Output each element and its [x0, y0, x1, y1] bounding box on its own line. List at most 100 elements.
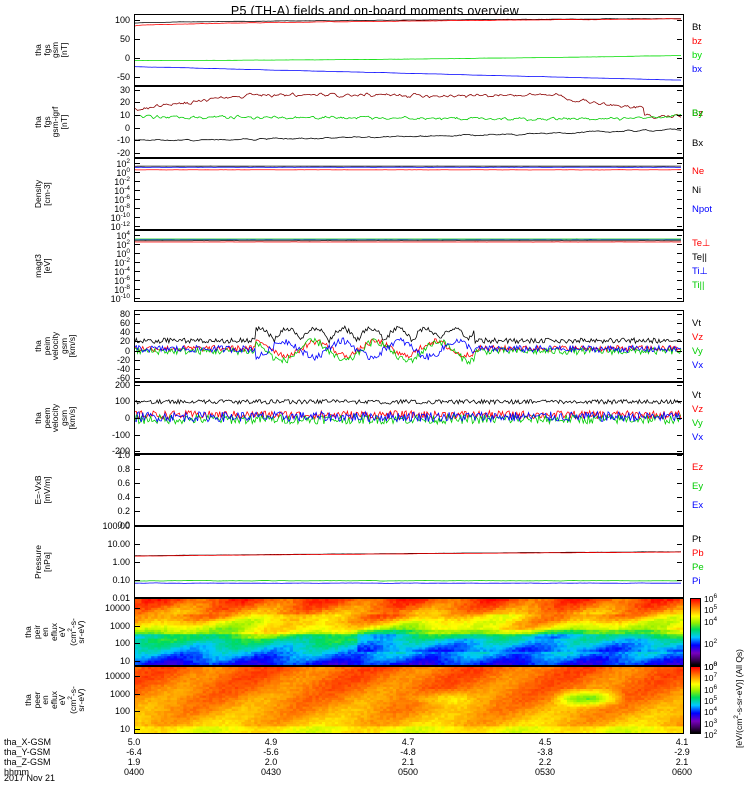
ylabel-fgs-gsm-igrf: tha fgs gsm-igrf [nT]: [33, 106, 69, 138]
ytick-mark: [135, 19, 140, 21]
ylabel-pressure: Pressure [nPa]: [33, 545, 52, 580]
ytick-density: 10-4: [114, 184, 130, 196]
ytick-mark: [677, 152, 682, 154]
ytick-mark: [135, 455, 140, 457]
xaxis-value-hhmm-4: 0600: [671, 767, 693, 777]
ytick-mark: [135, 252, 140, 254]
ytick-mark: [135, 711, 140, 713]
ytick-mark: [677, 322, 682, 324]
ytick-mark: [677, 198, 682, 200]
ytick-mark: [135, 359, 140, 361]
colorbar-tick-peir-en-eflux: 100: [704, 661, 718, 672]
ytick-fgs-gsm: 100: [114, 14, 130, 25]
ytick-pressure: 0.10: [112, 575, 130, 585]
ytick-density: 10-2: [114, 175, 130, 187]
ytick-efield: 0.4: [117, 491, 130, 502]
ytick-mark: [677, 580, 682, 581]
ytick-efield: 1.0: [117, 450, 130, 461]
colorbar-tick-peer-en-eflux: 104: [704, 706, 718, 718]
ytick-mark: [135, 418, 140, 419]
ytick-peim-velocity: 80: [119, 308, 130, 319]
ytick-peir-en-eflux: 10: [119, 655, 130, 666]
xaxis-row-label-tha_X-GSM: tha_X-GSM: [4, 737, 52, 747]
legend-density-Ni: Ni: [692, 184, 701, 196]
legend-fgs-gsm-bx: bx: [692, 64, 703, 76]
ytick-mark: [677, 234, 682, 236]
ytick-mark: [135, 322, 140, 324]
ytick-peim-velocity: -40: [116, 364, 130, 375]
ytick-mark: [135, 378, 140, 380]
ytick-mark: [135, 261, 140, 263]
ytick-mark: [677, 451, 682, 453]
ytick-peem-velocity: 0: [124, 413, 130, 423]
xaxis-row-label-tha_Z-GSM: tha_Z-GSM: [4, 757, 51, 767]
plot-panel-pressure: [134, 526, 684, 598]
ytick-mark: [135, 152, 140, 154]
ytick-mark: [135, 496, 140, 498]
xaxis-value-tha_X-GSM-2: 4.7: [401, 737, 415, 747]
legend-fgs-gsm-by: by: [692, 50, 703, 62]
ytick-magt3: 10-4: [114, 265, 130, 277]
legend-magt3-Ti: Ti⊥: [692, 266, 708, 278]
colorbar-tick-peir-en-eflux: 102: [704, 638, 718, 650]
ytick-fgs-gsm-igrf: -10: [116, 135, 130, 146]
ytick-mark: [135, 180, 140, 182]
xaxis-value-tha_Z-GSM-1: 2.0: [264, 757, 278, 767]
ytick-mark: [135, 384, 140, 386]
ytick-mark: [135, 288, 140, 290]
legend-fgs-gsm-igrf-Bz: Bz: [692, 108, 704, 119]
ytick-mark: [135, 526, 140, 527]
ytick-density: 10-6: [114, 193, 130, 205]
legend-peim-velocity-Vy: Vy: [692, 346, 703, 358]
ytick-mark: [677, 270, 682, 272]
ytick-mark: [677, 19, 682, 21]
ytick-mark: [135, 332, 140, 334]
ytick-mark: [677, 189, 682, 191]
xaxis-value-hhmm-0: 0400: [123, 767, 145, 777]
ytick-mark: [677, 261, 682, 263]
xaxis-value-tha_Z-GSM-0: 1.9: [127, 757, 141, 767]
ytick-mark: [135, 171, 140, 173]
ytick-mark: [135, 369, 140, 371]
ytick-mark: [677, 496, 682, 498]
ytick-peer-en-eflux: 100: [114, 706, 130, 717]
ytick-mark: [135, 225, 140, 227]
legend-fgs-gsm-igrf-By: By: [692, 108, 704, 119]
ytick-mark: [135, 38, 140, 40]
ytick-fgs-gsm: 50: [119, 33, 130, 44]
ytick-fgs-gsm-igrf: 30: [119, 84, 130, 95]
ytick-mark: [677, 115, 682, 117]
ytick-peem-velocity: 200: [114, 379, 130, 390]
ytick-mark: [135, 279, 140, 281]
ytick-mark: [135, 313, 140, 315]
ytick-mark: [135, 451, 140, 453]
xaxis-value-tha_Y-GSM-0: -6.4: [126, 747, 142, 757]
ytick-mark: [677, 102, 682, 104]
ytick-mark: [135, 216, 140, 218]
ytick-mark: [677, 524, 682, 526]
ytick-mark: [135, 625, 140, 627]
ytick-mark: [677, 332, 682, 334]
ytick-peim-velocity: 60: [119, 317, 130, 328]
xaxis-value-tha_Y-GSM-4: -2.9: [674, 747, 690, 757]
ylabel-fgs-gsm: tha fgs gsm [nT]: [33, 41, 69, 59]
legend-fgs-gsm-igrf-Bx: Bx: [692, 138, 704, 149]
colorbar-tick-peer-en-eflux: 105: [704, 695, 718, 706]
ytick-peim-velocity: 40: [119, 327, 130, 338]
ytick-mark: [135, 57, 140, 59]
ytick-peim-velocity: -20: [116, 354, 130, 365]
ytick-mark: [135, 401, 140, 403]
ytick-magt3: 104: [116, 229, 130, 241]
legend-fgs-gsm-bz: bz: [692, 36, 703, 48]
ytick-efield: 0.2: [117, 505, 130, 516]
plot-panel-peem-velocity: [134, 382, 684, 454]
plot-panel-efield: [134, 454, 684, 526]
ytick-mark: [135, 243, 140, 245]
colorbar-axis-label: [eV/(cm2-s-sr-eV)] (All Qs): [733, 648, 744, 748]
colorbar-peer-en-eflux: [690, 666, 701, 734]
ytick-mark: [677, 483, 682, 485]
ytick-mark: [135, 89, 140, 91]
ytick-peir-en-eflux: 1000: [109, 620, 130, 631]
colorbar-tick-peir-en-eflux: 105: [704, 604, 718, 616]
